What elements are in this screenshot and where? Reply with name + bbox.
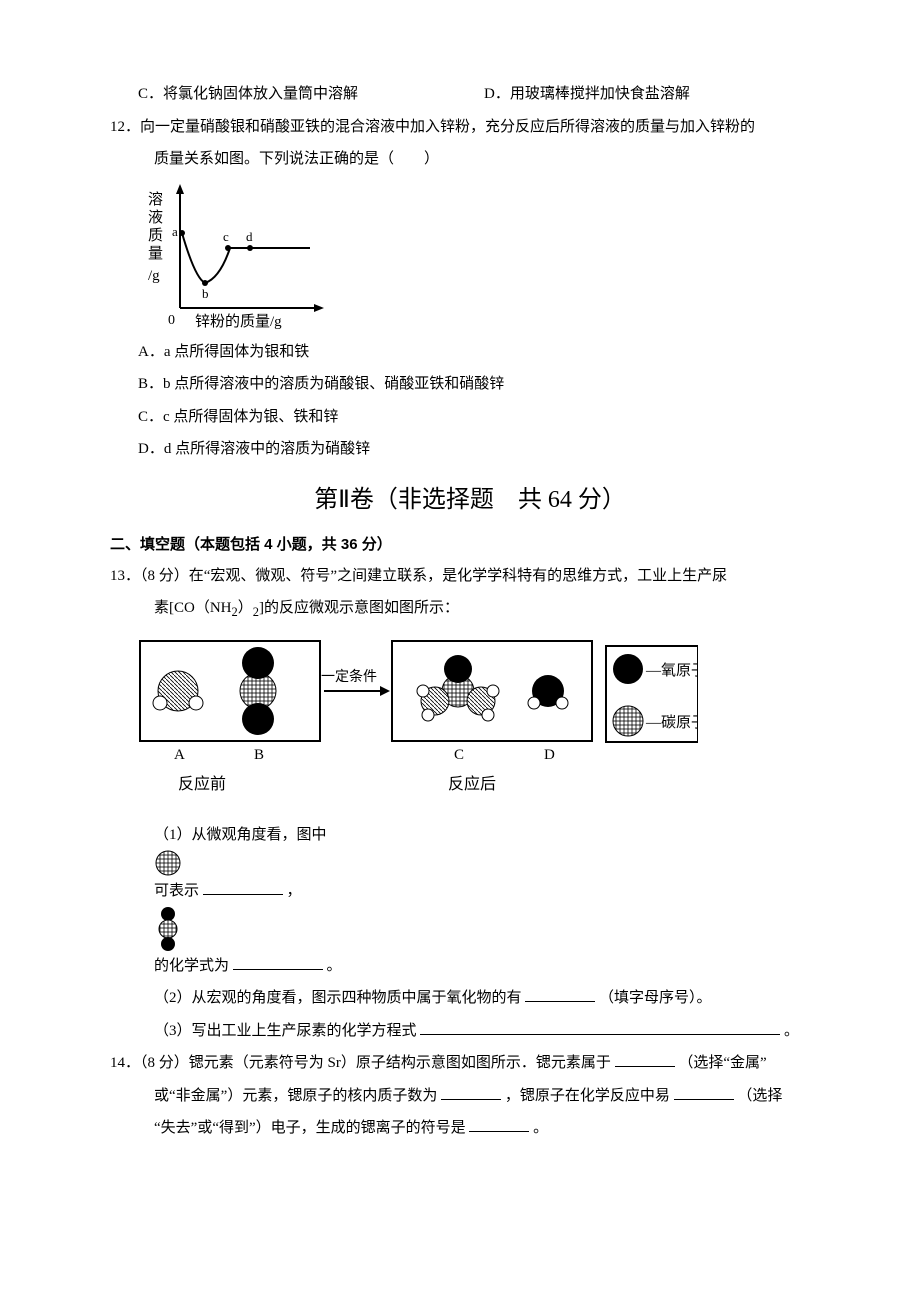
q12-opt-a: A．a 点所得固体为银和铁 [138, 338, 830, 367]
q14-line3: “失去”或“得到”）电子，生成的锶离子的符号是 。 [154, 1114, 830, 1143]
q14-line2: 或“非金属”）元素，锶原子的核内质子数为 ，锶原子在化学反应中易 （选择 [154, 1082, 830, 1111]
q14-l2b: ，锶原子在化学反应中易 [505, 1088, 670, 1104]
q13-line2-a: 素[CO（NH [154, 600, 232, 616]
q13-line2-c: ]的反应微观示意图如图所示： [259, 600, 459, 616]
q11-opt-c: C．将氯化钠固体放入量筒中溶解 [138, 80, 484, 109]
q14-l2c: （选择 [737, 1088, 782, 1104]
blank-3 [525, 986, 595, 1002]
q12-xlabel: 锌粉的质量/g [195, 313, 282, 330]
q12-stem-line1: 12．向一定量硝酸银和硝酸亚铁的混合溶液中加入锌粉，充分反应后所得溶液的质量与加… [110, 113, 830, 142]
q13-p1-b: 可表示 [154, 883, 199, 899]
q12-opt-b: B．b 点所得溶液中的溶质为硝酸银、硝酸亚铁和硝酸锌 [138, 370, 830, 399]
q13-p1: （1）从微观角度看，图中 可表示 ， 的化学式为 。 [154, 821, 830, 981]
q13-p2: （2）从宏观的角度看，图示四种物质中属于氧化物的有 （填字母序号）。 [154, 984, 830, 1013]
svg-text:液: 液 [148, 209, 163, 226]
svg-text:0: 0 [168, 313, 175, 328]
blank-8 [469, 1116, 529, 1132]
q13-diagram-icon: A B 反应前 一定条件 C D 反应后 —氧原子 —碳原子 [138, 631, 698, 801]
q13-line2-b: ） [238, 600, 253, 616]
svg-text:/g: /g [148, 268, 160, 284]
q11-options-row: C．将氯化钠固体放入量筒中溶解 D．用玻璃棒搅拌加快食盐溶解 [138, 80, 830, 109]
blank-1 [203, 879, 283, 895]
q13-p3: （3）写出工业上生产尿素的化学方程式 。 [154, 1017, 830, 1046]
svg-text:d: d [246, 229, 253, 244]
svg-text:D: D [544, 747, 555, 763]
svg-text:B: B [254, 747, 264, 763]
blank-5 [615, 1051, 675, 1067]
svg-text:A: A [174, 747, 185, 763]
svg-text:量: 量 [148, 246, 163, 262]
fill-heading: 二、填空题（本题包括 4 小题，共 36 分） [110, 531, 830, 560]
blank-7 [674, 1084, 734, 1100]
q13-p2-a: （2）从宏观的角度看，图示四种物质中属于氧化物的有 [154, 990, 522, 1006]
carbon-atom-icon [154, 849, 182, 877]
q13-p2-b: （填字母序号）。 [599, 990, 712, 1006]
q14-l1b: （选择“金属” [678, 1055, 766, 1071]
q13-p3-b: 。 [784, 1023, 799, 1039]
q13-line2: 素[CO（NH2）2]的反应微观示意图如图所示： [154, 594, 830, 625]
svg-text:c: c [223, 229, 229, 244]
section2-title: 第Ⅱ卷（非选择题 共 64 分） [110, 478, 830, 524]
blank-6 [441, 1084, 501, 1100]
svg-text:一定条件: 一定条件 [321, 668, 377, 685]
q12-graph-wrap: a b c d 溶 液 质 量 /g 0 锌粉的质量/g [110, 178, 830, 338]
q12-stem-line2: 质量关系如图。下列说法正确的是（ ） [154, 145, 830, 174]
svg-text:反应前: 反应前 [178, 774, 226, 793]
svg-text:b: b [202, 286, 209, 301]
q13-p1-e: 。 [327, 958, 342, 974]
svg-text:反应后: 反应后 [448, 774, 496, 793]
q13-p1-a: （1）从微观角度看，图中 [154, 827, 327, 843]
q13-line1: 13．（8 分）在“宏观、微观、符号”之间建立联系，是化学学科特有的思维方式，工… [110, 562, 830, 591]
q14-l2a: 或“非金属”）元素，锶原子的核内质子数为 [154, 1088, 437, 1104]
co2-molecule-icon [154, 906, 182, 952]
blank-2 [233, 954, 323, 970]
blank-4 [420, 1019, 780, 1035]
svg-text:—氧原子: —氧原子 [645, 662, 698, 679]
q12-opt-d: D．d 点所得溶液中的溶质为硝酸锌 [138, 435, 830, 464]
q12-opt-c: C．c 点所得固体为银、铁和锌 [138, 403, 830, 432]
svg-text:—碳原子: —碳原子 [645, 714, 698, 731]
q14-l3a: “失去”或“得到”）电子，生成的锶离子的符号是 [154, 1120, 466, 1136]
q13-p3-a: （3）写出工业上生产尿素的化学方程式 [154, 1023, 417, 1039]
q11-opt-d: D．用玻璃棒搅拌加快食盐溶解 [484, 80, 830, 109]
svg-text:a: a [172, 224, 178, 239]
q13-p1-c: ， [287, 883, 302, 899]
q13-p1-d: 的化学式为 [154, 958, 229, 974]
svg-text:C: C [454, 747, 464, 763]
q14-l3b: 。 [533, 1120, 548, 1136]
q14-line1: 14．（8 分）锶元素（元素符号为 Sr）原子结构示意图如图所示．锶元素属于 （… [110, 1049, 830, 1078]
q13-diagram-wrap: A B 反应前 一定条件 C D 反应后 —氧原子 —碳原子 [138, 631, 830, 801]
q12-graph-icon: a b c d 溶 液 质 量 /g 0 锌粉的质量/g [110, 178, 330, 338]
svg-text:质: 质 [148, 227, 163, 244]
q14-l1a: 14．（8 分）锶元素（元素符号为 Sr）原子结构示意图如图所示．锶元素属于 [110, 1055, 611, 1071]
svg-text:溶: 溶 [148, 191, 163, 208]
